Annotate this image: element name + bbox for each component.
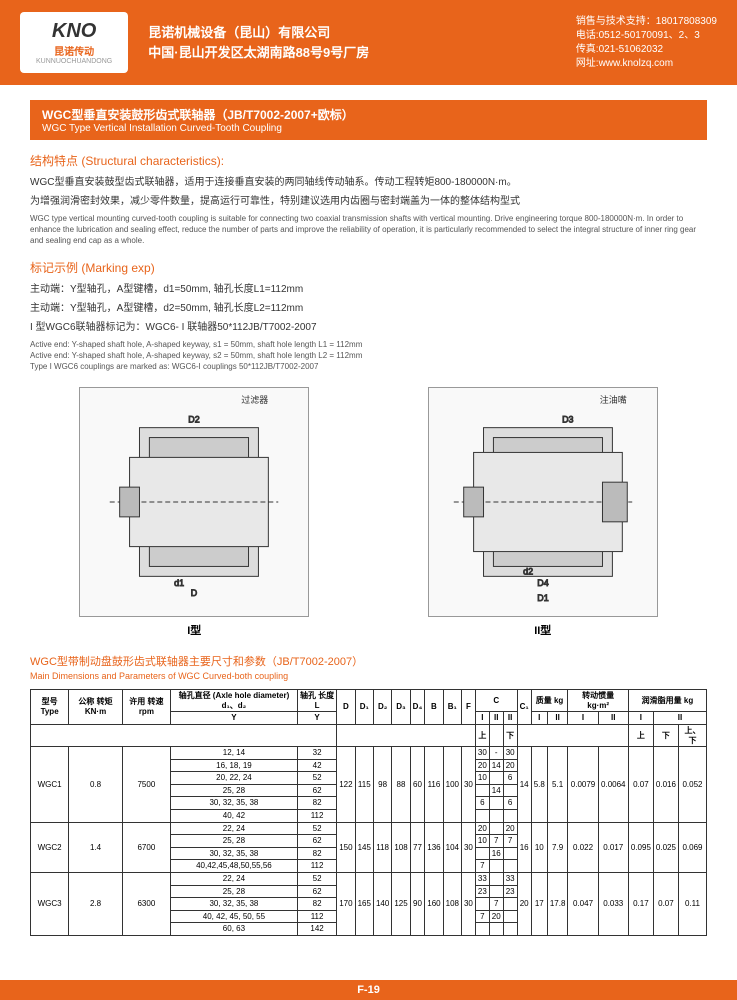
th-axle: 轴孔直径 (Axle hole diameter) d₁、d₂ [170, 690, 297, 712]
th-B: B [425, 690, 443, 725]
table-title-cn: WGC型带制动盘鼓形齿式联轴器主要尺寸和参数（JB/T7002-2007） [30, 653, 707, 669]
diagram-2-label: II型 [428, 622, 658, 638]
struct-en: WGC type vertical mounting curved-tooth … [30, 213, 707, 247]
th-D4: D₄ [410, 690, 425, 725]
th-tn: 公称 转矩 KN·m [69, 690, 123, 725]
table-title-en: Main Dimensions and Parameters of WGC Cu… [30, 671, 707, 681]
th-Y1: Y [170, 712, 297, 725]
th-rpm: 许用 转速 rpm [122, 690, 170, 725]
logo-main: KNO [36, 20, 112, 43]
struct-heading: 结构特点 (Structural characteristics): [30, 152, 707, 169]
svg-text:D4: D4 [537, 578, 548, 588]
th-lub: 润滑脂用量 kg [628, 690, 706, 712]
ann-oil: 注油嘴 [600, 393, 627, 406]
company-name: 昆诺机械设备（昆山）有限公司 [148, 23, 369, 43]
contact-phone: 电话:0512-50170091、2、3 [576, 29, 717, 43]
logo: KNO 昆诺传动 KUNNUOCHUANDONG [20, 12, 128, 73]
th-CII: II [489, 712, 503, 725]
svg-text:d2: d2 [523, 566, 533, 576]
svg-text:D1: D1 [537, 593, 548, 603]
page-footer: F-19 [0, 980, 737, 1000]
marking-e3: Type I WGC6 couplings are marked as: WGC… [30, 361, 707, 372]
th-moi: 转动惯量 kg·m² [568, 690, 628, 712]
logo-sub: 昆诺传动 [36, 43, 112, 58]
svg-text:D2: D2 [189, 415, 200, 425]
coupling-drawing-1: D D2 d1 [80, 388, 308, 616]
title-en: WGC Type Vertical Installation Curved-To… [42, 123, 695, 134]
th-up2: 上 [628, 724, 653, 746]
svg-text:d1: d1 [174, 578, 184, 588]
th-D1: D₁ [355, 690, 373, 725]
th-lI: I [628, 712, 653, 725]
contact-fax: 传真:021-51062032 [576, 43, 717, 57]
marking-l3: I 型WGC6联轴器标记为：WGC6- I 联轴器50*112JB/T7002-… [30, 320, 707, 335]
table-row: WGC10.8750012, 1432122115988860116100303… [31, 747, 707, 760]
th-mI: I [531, 712, 547, 725]
struct-cn1: WGC型垂直安装鼓型齿式联轴器，适用于连接垂直安装的两同轴线传动轴系。传动工程转… [30, 175, 707, 190]
marking-e2: Active end: Y-shaped shaft hole, A-shape… [30, 350, 707, 361]
th-moiI: I [568, 712, 598, 725]
table-row: WGC21.4670022, 2452150145118108771361043… [31, 822, 707, 835]
th-Y2: Y [297, 712, 336, 725]
svg-text:D: D [191, 588, 197, 598]
th-mass: 质量 kg [531, 690, 568, 712]
title-cn: WGC型垂直安装鼓形齿式联轴器（JB/T7002-2007+欧标） [42, 106, 695, 123]
th-C1: C₁ [517, 690, 531, 725]
th-len: 轴孔 长度 L [297, 690, 336, 712]
th-B1: B₁ [443, 690, 461, 725]
marking-l1: 主动端：Y型轴孔，A型键槽，d1=50mm, 轴孔长度L1=112mm [30, 282, 707, 297]
th-mII: II [547, 712, 568, 725]
contact-info: 销售与技术支持：18017808309 电话:0512-50170091、2、3… [576, 15, 717, 71]
marking-e1: Active end: Y-shaped shaft hole, A-shape… [30, 339, 707, 350]
header: KNO 昆诺传动 KUNNUOCHUANDONG 昆诺机械设备（昆山）有限公司 … [0, 0, 737, 85]
th-type: 型号 Type [31, 690, 69, 725]
th-C: C [475, 690, 517, 712]
diagram-2: 注油嘴 D1 D3 D4 d2 II型 [428, 387, 658, 638]
marking-heading: 标记示例 (Marking exp) [30, 259, 707, 276]
th-ud: 上、下 [678, 724, 706, 746]
th-moiII: II [598, 712, 628, 725]
diagram-1-label: I型 [79, 622, 309, 638]
th-dn2: 下 [653, 724, 678, 746]
th-CI: I [475, 712, 489, 725]
coupling-drawing-2: D1 D3 D4 d2 [429, 388, 657, 616]
ann-filter: 过滤器 [241, 393, 268, 406]
company-info: 昆诺机械设备（昆山）有限公司 中国·昆山开发区太湖南路88号9号厂房 [148, 23, 369, 62]
struct-cn2: 为增强润滑密封效果，减少零件数量，提高运行可靠性，特别建议选用内齿圈与密封端盖为… [30, 194, 707, 209]
spec-table: 型号 Type 公称 转矩 KN·m 许用 转速 rpm 轴孔直径 (Axle … [30, 689, 707, 936]
th-lII: II [653, 712, 706, 725]
table-row: WGC32.8630022, 2452170165140125901601083… [31, 873, 707, 886]
th-D3: D₃ [392, 690, 410, 725]
contact-web: 网址:www.knolzq.com [576, 57, 717, 71]
diagram-1: 过滤器 D D2 d1 I型 [79, 387, 309, 638]
th-CII2: II [503, 712, 517, 725]
th-D2: D₂ [373, 690, 391, 725]
th-F: F [461, 690, 475, 725]
logo-pinyin: KUNNUOCHUANDONG [36, 58, 112, 65]
th-dn: 下 [503, 724, 517, 746]
svg-text:D3: D3 [562, 415, 573, 425]
title-bar: WGC型垂直安装鼓形齿式联轴器（JB/T7002-2007+欧标） WGC Ty… [30, 100, 707, 140]
table-head: 型号 Type 公称 转矩 KN·m 许用 转速 rpm 轴孔直径 (Axle … [31, 690, 707, 747]
th-D: D [337, 690, 355, 725]
diagrams: 过滤器 D D2 d1 I型 注油嘴 D1 D3 D4 [30, 387, 707, 638]
marking-l2: 主动端：Y型轴孔，A型键槽，d2=50mm, 轴孔长度L2=112mm [30, 301, 707, 316]
contact-sales: 销售与技术支持：18017808309 [576, 15, 717, 29]
th-up: 上 [475, 724, 489, 746]
table-body: WGC10.8750012, 1432122115988860116100303… [31, 747, 707, 936]
company-addr: 中国·昆山开发区太湖南路88号9号厂房 [148, 43, 369, 63]
